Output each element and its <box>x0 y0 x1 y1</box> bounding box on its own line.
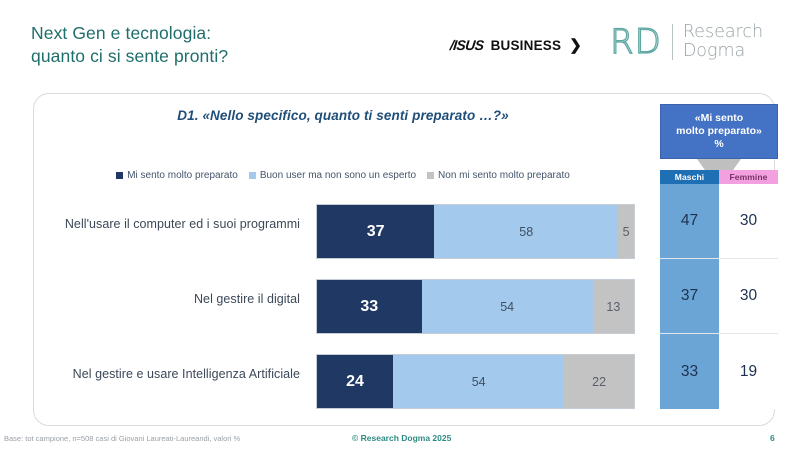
page-title: Next Gen e tecnologia: quanto ci si sent… <box>31 23 229 66</box>
cell-femmine: 30 <box>719 259 778 333</box>
table-row: 33 19 <box>660 334 778 409</box>
category-label: Nel gestire il digital <box>193 292 300 306</box>
stacked-bar-chart: Nell'usare il computer ed i suoi program… <box>0 196 660 421</box>
bar-segment-notprepared: 22 <box>564 355 634 408</box>
cell-femmine: 30 <box>719 184 778 258</box>
side-table: «Mi sento molto preparato» % Maschi Femm… <box>660 104 778 409</box>
logo-divider <box>671 24 673 60</box>
legend-swatch-icon <box>427 172 435 179</box>
legend-label: Buon user ma non sono un esperto <box>259 170 417 181</box>
cell-maschi: 33 <box>660 334 719 409</box>
legend-swatch-icon <box>248 172 256 179</box>
bar-segment-prepared: 33 <box>317 280 422 333</box>
chart-row: Nel gestire e usare Intelligenza Artific… <box>0 346 660 421</box>
asus-business-logo: /ISUS BUSINESS ❯ <box>449 36 582 54</box>
bar-segment-gooduser: 58 <box>434 205 619 258</box>
asus-wordmark-icon: /ISUS <box>449 37 485 53</box>
rd-monogram-icon: RD <box>609 21 662 62</box>
category-label: Nell'usare il computer ed i suoi program… <box>64 217 300 231</box>
research-dogma-logo: RD Research Dogma <box>609 21 764 62</box>
chevron-right-icon: ❯ <box>569 37 582 54</box>
question-title: D1. «Nello specifico, quanto ti senti pr… <box>177 108 509 123</box>
footer-page-number: 6 <box>770 433 775 443</box>
legend-label: Non mi sento molto preparato <box>438 170 570 181</box>
chart-legend: Mi sento molto preparato Buon user ma no… <box>33 170 653 181</box>
cell-maschi: 47 <box>660 184 719 258</box>
bar-segment-notprepared: 13 <box>592 280 634 333</box>
stacked-bar: 33 54 13 <box>316 279 635 334</box>
bar-segment-gooduser: 54 <box>421 280 593 333</box>
legend-swatch-icon <box>116 172 124 179</box>
bar-segment-gooduser: 54 <box>393 355 565 408</box>
callout-connector-icon <box>697 159 741 170</box>
stacked-bar: 24 54 22 <box>316 354 635 409</box>
category-label: Nel gestire e usare Intelligenza Artific… <box>72 367 300 381</box>
side-table-body: 47 30 37 30 33 19 <box>660 184 778 409</box>
chart-row: Nell'usare il computer ed i suoi program… <box>0 196 660 271</box>
bar-segment-prepared: 24 <box>317 355 394 408</box>
stacked-bar: 37 58 5 <box>316 204 635 259</box>
footer-base-note: Base: tot campione, n=508 casi di Giovan… <box>4 434 241 443</box>
asus-business-label: BUSINESS <box>490 37 562 53</box>
column-header-maschi: Maschi <box>660 170 719 184</box>
cell-maschi: 37 <box>660 259 719 333</box>
cell-femmine: 19 <box>719 334 778 409</box>
side-table-heading: «Mi sento molto preparato» % <box>660 104 778 159</box>
table-row: 47 30 <box>660 184 778 259</box>
chart-row: Nel gestire il digital 33 54 13 <box>0 271 660 346</box>
footer-copyright: © Research Dogma 2025 <box>352 433 452 443</box>
research-dogma-label: Research Dogma <box>682 22 764 61</box>
side-table-columns: Maschi Femmine <box>660 170 778 184</box>
legend-item: Mi sento molto preparato <box>116 170 238 181</box>
table-row: 37 30 <box>660 259 778 334</box>
legend-item: Buon user ma non sono un esperto <box>248 170 417 181</box>
column-header-femmine: Femmine <box>719 170 778 184</box>
legend-item: Non mi sento molto preparato <box>427 170 570 181</box>
bar-segment-prepared: 37 <box>317 205 435 258</box>
legend-label: Mi sento molto preparato <box>127 170 238 181</box>
bar-segment-notprepared: 5 <box>618 205 634 258</box>
